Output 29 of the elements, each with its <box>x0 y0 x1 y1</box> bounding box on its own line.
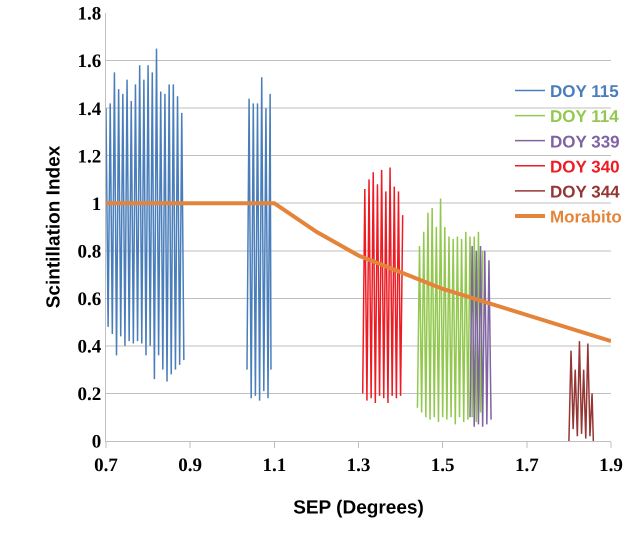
y-tick-label: 0 <box>92 432 102 453</box>
y-axis-title: Scintillation Index <box>43 145 64 308</box>
x-tick-label: 1.5 <box>430 454 455 476</box>
legend-label: Morabito <box>550 208 622 227</box>
legend-label: DOY 340 <box>550 157 620 176</box>
legend-label: DOY 115 <box>550 82 619 102</box>
x-tick-label: 1.9 <box>599 454 623 476</box>
legend-label: DOY 114 <box>550 107 620 126</box>
x-tick-label: 1.1 <box>262 454 286 476</box>
line-series <box>362 166 404 404</box>
y-tick-label: 1 <box>92 194 102 215</box>
x-tick-label: 1.3 <box>346 454 370 476</box>
y-tick-label: 0.6 <box>77 288 102 310</box>
y-tick-label: 1.2 <box>77 146 102 168</box>
line-series <box>469 245 492 428</box>
y-tick-label: 0.8 <box>77 241 102 262</box>
y-tick-label: 1.6 <box>77 51 102 72</box>
y-tick-label: 0.2 <box>77 384 102 406</box>
y-tick-label: 1.4 <box>77 98 102 120</box>
line-series <box>568 340 594 441</box>
y-tick-label: 0.4 <box>77 336 102 358</box>
x-tick-label: 0.9 <box>178 454 202 476</box>
x-axis-title: SEP (Degrees) <box>293 498 424 519</box>
legend-label: DOY 339 <box>550 132 620 152</box>
legend-label: DOY 344 <box>550 182 620 202</box>
x-tick-label: 0.7 <box>94 454 118 476</box>
x-tick-label: 1.7 <box>514 454 540 476</box>
y-tick-label: 1.8 <box>77 4 102 25</box>
line-series <box>416 198 484 426</box>
